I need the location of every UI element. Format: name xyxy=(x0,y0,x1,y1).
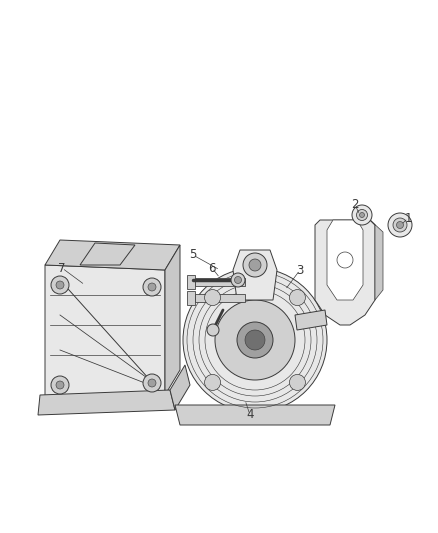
Circle shape xyxy=(56,381,64,389)
Polygon shape xyxy=(80,243,135,265)
Circle shape xyxy=(357,209,367,221)
Circle shape xyxy=(290,289,305,305)
Polygon shape xyxy=(315,220,375,325)
Polygon shape xyxy=(45,240,180,270)
Text: 1: 1 xyxy=(404,212,412,224)
Polygon shape xyxy=(327,220,363,300)
Polygon shape xyxy=(170,365,190,410)
Polygon shape xyxy=(175,405,335,425)
Polygon shape xyxy=(187,291,195,305)
Circle shape xyxy=(234,277,241,284)
Polygon shape xyxy=(195,278,245,286)
Circle shape xyxy=(237,322,273,358)
Polygon shape xyxy=(165,245,180,395)
Polygon shape xyxy=(45,265,165,400)
Circle shape xyxy=(215,300,295,380)
Text: 5: 5 xyxy=(189,248,197,262)
Circle shape xyxy=(388,213,412,237)
Circle shape xyxy=(205,374,221,391)
Circle shape xyxy=(148,379,156,387)
Circle shape xyxy=(396,222,403,229)
Circle shape xyxy=(245,330,265,350)
Polygon shape xyxy=(187,275,195,289)
Text: 6: 6 xyxy=(208,262,216,274)
Circle shape xyxy=(207,324,219,336)
Polygon shape xyxy=(38,390,175,415)
Circle shape xyxy=(352,205,372,225)
Text: 3: 3 xyxy=(297,263,304,277)
Circle shape xyxy=(143,278,161,296)
Polygon shape xyxy=(233,250,277,300)
Circle shape xyxy=(231,273,245,287)
Text: 7: 7 xyxy=(58,262,66,274)
Polygon shape xyxy=(295,310,327,330)
Circle shape xyxy=(243,253,267,277)
Circle shape xyxy=(393,218,407,232)
Polygon shape xyxy=(195,294,245,302)
Circle shape xyxy=(148,283,156,291)
Polygon shape xyxy=(370,220,383,300)
Circle shape xyxy=(51,376,69,394)
Circle shape xyxy=(360,213,364,217)
Circle shape xyxy=(51,276,69,294)
Text: 2: 2 xyxy=(351,198,359,212)
Circle shape xyxy=(56,281,64,289)
Circle shape xyxy=(249,259,261,271)
Text: 4: 4 xyxy=(246,408,254,422)
Circle shape xyxy=(290,374,305,391)
Circle shape xyxy=(205,289,221,305)
Circle shape xyxy=(337,252,353,268)
Circle shape xyxy=(143,374,161,392)
Circle shape xyxy=(183,268,327,412)
